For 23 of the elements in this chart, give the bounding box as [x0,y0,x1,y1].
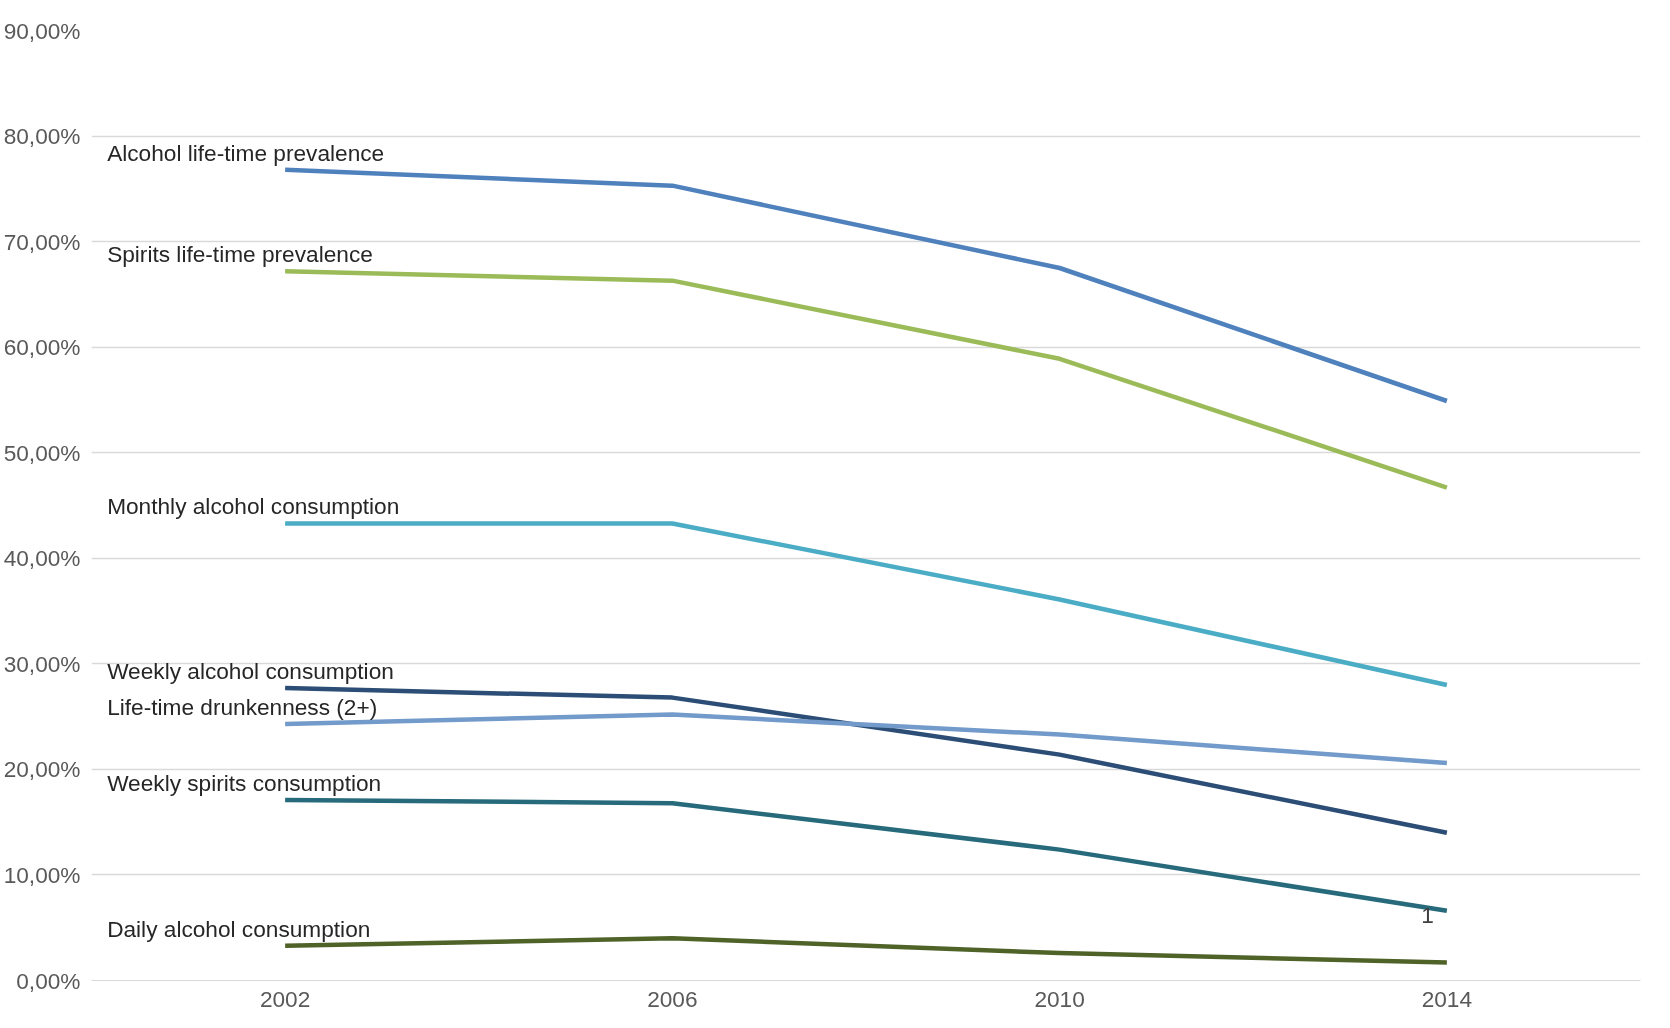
annotation: 1 [1421,901,1434,928]
x-tick-label: 2002 [259,985,311,1012]
series-label: Alcohol life-time prevalence [107,139,385,166]
x-tick-label: 2010 [1034,985,1085,1012]
y-tick-label: 10,00% [3,861,81,888]
y-tick-label: 60,00% [3,334,81,361]
y-tick-label: 90,00% [3,17,81,44]
y-tick-label: 50,00% [3,439,81,466]
y-tick-label: 0,00% [16,967,81,994]
series-label: Weekly alcohol consumption [107,658,394,685]
y-tick-label: 70,00% [3,228,81,255]
series-label: Weekly spirits consumption [107,770,382,796]
x-tick-label: 2006 [647,985,698,1012]
line-series [282,268,1450,490]
x-tick-label: 2014 [1421,985,1473,1012]
series-label: Life-time drunkenness (2+) [107,694,378,720]
y-tick-label: 20,00% [3,756,81,783]
series-label: Daily alcohol consumption [107,915,371,942]
y-tick-label: 80,00% [3,123,81,150]
y-tick-label: 40,00% [3,545,81,572]
series-label: Spirits life-time prevalence [107,241,373,268]
y-tick-label: 30,00% [3,650,81,677]
series-label: Monthly alcohol consumption [107,493,400,520]
